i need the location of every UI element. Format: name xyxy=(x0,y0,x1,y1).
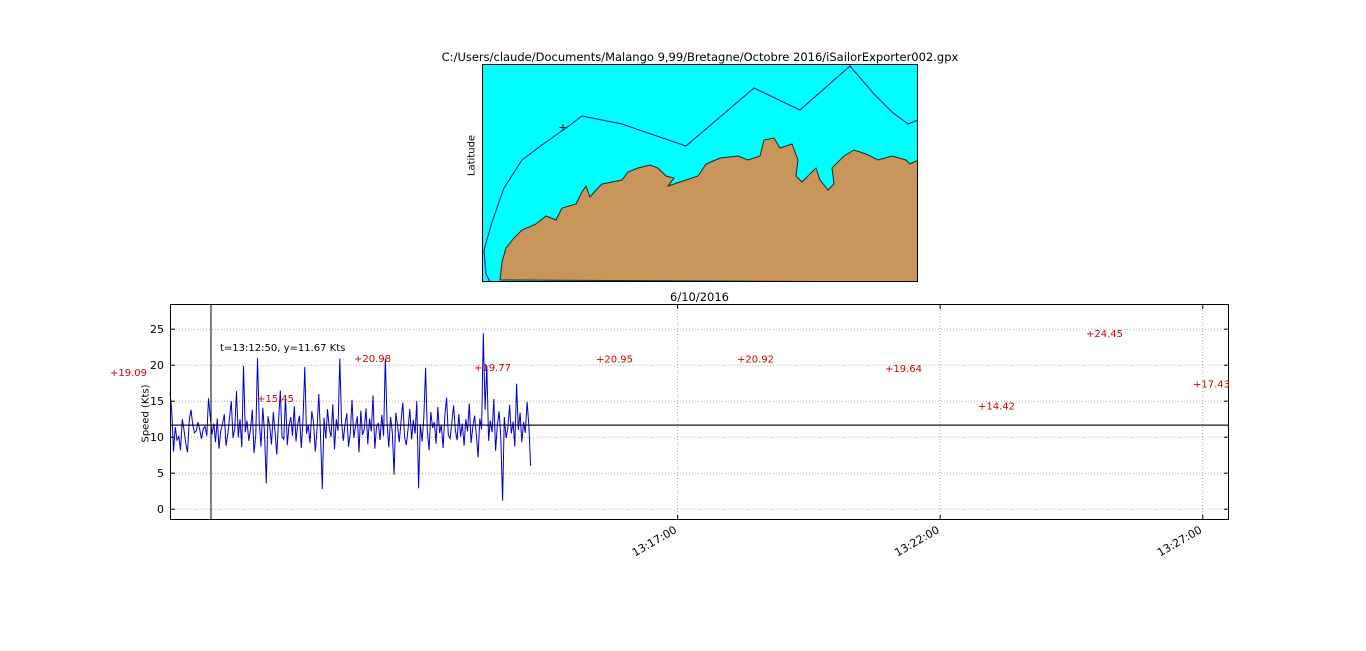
x-tick-label: 13:27:00 xyxy=(1155,523,1204,559)
peak-label: +17.43 xyxy=(1193,380,1230,391)
peak-label: +24.45 xyxy=(1086,329,1123,340)
x-tick-label: 13:22:00 xyxy=(892,523,941,559)
plot-frame xyxy=(170,304,1229,520)
peak-label: +20.95 xyxy=(596,354,633,365)
y-tick-label: 0 xyxy=(157,503,164,516)
map-title: C:/Users/claude/Documents/Malango 9,99/B… xyxy=(441,50,959,64)
y-tick-label: 10 xyxy=(150,431,164,444)
peak-label: +19.77 xyxy=(474,363,511,374)
y-tick-label: 15 xyxy=(150,395,164,408)
peak-label: +15.45 xyxy=(257,394,294,405)
peak-label: +14.42 xyxy=(978,401,1015,412)
cursor-readout: t=13:12:50, y=11.67 Kts xyxy=(220,343,345,354)
speed-plot-title: 6/10/2016 xyxy=(670,290,729,304)
plot-area xyxy=(170,304,1229,520)
peak-label: +20.92 xyxy=(737,355,774,366)
map-track xyxy=(483,65,918,282)
x-tick-label: 13:17:00 xyxy=(630,523,679,559)
map-cursor-marker: + xyxy=(558,121,567,134)
y-tick-label: 20 xyxy=(150,359,164,372)
peak-label: +19.09 xyxy=(110,368,147,379)
y-tick-label: 5 xyxy=(157,467,164,480)
y-tick-label: 25 xyxy=(150,323,164,336)
peak-label: +20.98 xyxy=(354,354,391,365)
map-land xyxy=(499,137,918,282)
track-map: + xyxy=(482,64,918,282)
peak-label: +19.64 xyxy=(885,364,922,375)
speed-series-line xyxy=(169,333,532,501)
